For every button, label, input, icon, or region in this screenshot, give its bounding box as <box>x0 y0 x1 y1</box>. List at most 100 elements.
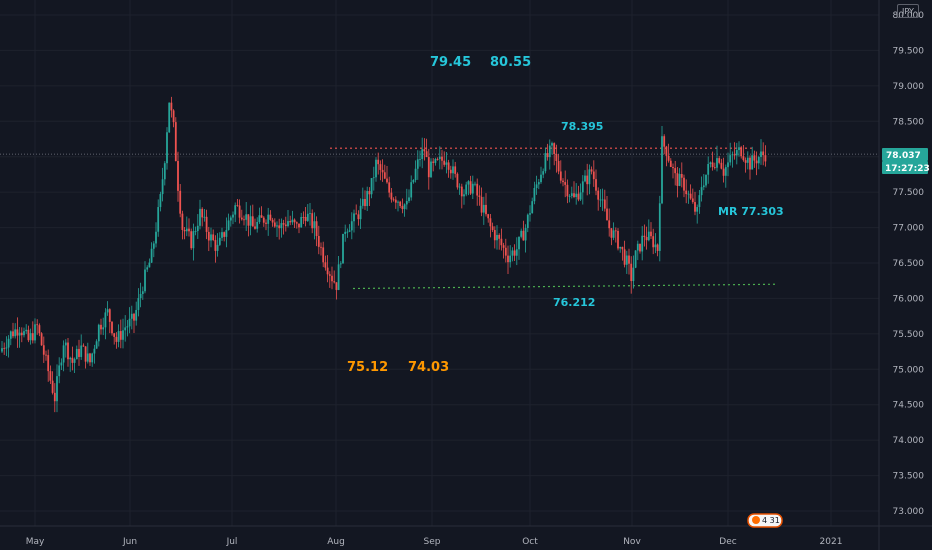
candle-body <box>102 327 105 330</box>
candle-body <box>179 190 182 214</box>
candle-body <box>9 331 12 339</box>
candle-body <box>485 204 487 215</box>
candle <box>29 328 32 345</box>
candle <box>190 228 193 250</box>
candle <box>236 198 239 207</box>
candle-body <box>443 160 446 165</box>
candle <box>364 190 366 210</box>
candle <box>540 166 542 184</box>
candle-body <box>590 169 593 172</box>
candle <box>520 228 523 239</box>
candle-body <box>302 216 305 218</box>
candle <box>104 308 107 340</box>
candle-body <box>526 214 529 229</box>
candle <box>760 139 762 165</box>
candle-body <box>309 213 311 215</box>
candle <box>617 228 619 251</box>
candle-body <box>216 244 219 251</box>
candle <box>7 335 10 358</box>
candle <box>102 317 105 336</box>
candle-body <box>557 160 560 172</box>
candle <box>311 209 314 234</box>
candle-body <box>97 324 100 342</box>
candle-body <box>29 333 32 341</box>
candle-body <box>117 331 120 342</box>
candle <box>36 319 39 335</box>
support-line[interactable] <box>352 283 776 290</box>
candle-body <box>375 159 377 178</box>
event-badge[interactable]: 4 31 <box>747 513 783 528</box>
candle-body <box>185 228 188 232</box>
candle <box>359 198 362 230</box>
candle <box>529 205 531 222</box>
candle-body <box>687 193 690 195</box>
candle-body <box>504 247 507 256</box>
x-tick-label: Dec <box>719 537 736 547</box>
candle-body <box>104 312 107 328</box>
candle <box>247 214 250 237</box>
candle-body <box>755 160 758 164</box>
candle-body <box>155 231 157 244</box>
candle-body <box>764 155 767 162</box>
candle-body <box>540 174 542 183</box>
candle-body <box>518 236 520 250</box>
candle <box>742 144 745 162</box>
candle <box>82 343 85 347</box>
candle-body <box>399 201 402 207</box>
candle <box>515 237 518 266</box>
candle <box>592 160 595 187</box>
candle-body <box>469 181 472 194</box>
x-tick-label: May <box>26 537 45 547</box>
candle <box>71 346 74 371</box>
candle-body <box>405 201 408 205</box>
candle <box>485 193 487 217</box>
y-tick-label: 77.000 <box>893 224 925 234</box>
candle <box>260 206 263 218</box>
candle <box>612 222 615 241</box>
candle-body <box>658 203 661 251</box>
candle-body <box>355 213 358 215</box>
candle-body <box>350 221 353 231</box>
candle-body <box>221 232 223 238</box>
candle <box>34 318 36 344</box>
candle-body <box>738 147 740 151</box>
time-axis[interactable]: May Jun Jul Aug Sep Oct Nov Dec 2021 <box>26 537 843 547</box>
candle <box>709 161 712 168</box>
candle <box>735 142 738 165</box>
currency-label[interactable]: JPY <box>897 4 919 18</box>
candle <box>51 371 54 395</box>
candle <box>194 226 197 236</box>
candle <box>606 196 608 221</box>
candle <box>64 339 67 358</box>
candle <box>135 301 138 326</box>
candle <box>262 216 265 227</box>
candle-body <box>441 156 443 161</box>
candle <box>62 340 65 372</box>
candle-body <box>201 208 204 218</box>
candle-body <box>515 249 518 256</box>
candle <box>293 218 296 229</box>
candle-body <box>623 249 626 265</box>
candle <box>216 233 219 257</box>
candle-body <box>93 348 96 354</box>
candle <box>694 191 696 216</box>
candle-body <box>603 199 606 209</box>
candle <box>405 188 408 210</box>
candle-body <box>223 232 226 237</box>
candle-body <box>386 178 388 183</box>
candle-body <box>271 219 274 223</box>
candle-body <box>471 183 474 194</box>
candle <box>357 210 360 226</box>
candle-body <box>535 184 538 188</box>
price-axis[interactable]: 73.000 73.500 74.000 74.500 75.000 75.500 76.0… <box>893 11 925 517</box>
candle-body <box>342 233 344 264</box>
candle-body <box>315 221 318 236</box>
candle <box>16 317 19 348</box>
candle <box>588 164 591 195</box>
candle <box>280 218 283 238</box>
candle <box>1 341 3 354</box>
candle-body <box>720 162 723 169</box>
candle-body <box>106 309 109 313</box>
candle-body <box>359 205 362 220</box>
